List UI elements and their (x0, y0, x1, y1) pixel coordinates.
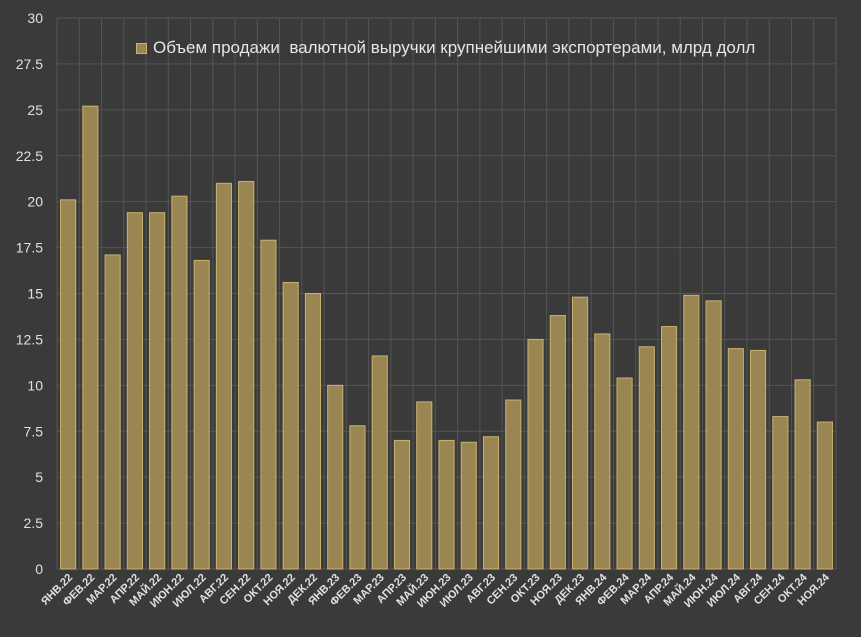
bar (705, 300, 722, 570)
bar (460, 441, 477, 570)
x-axis-ticks: ЯНВ.22ФЕВ.22МАР.22АПР.22МАЙ.22ИЮН.22ИЮЛ.… (39, 570, 832, 610)
y-tick-label: 17.5 (16, 240, 43, 256)
bar (683, 294, 700, 570)
y-tick-label: 7.5 (24, 423, 44, 439)
bar (527, 338, 544, 570)
y-tick-label: 12.5 (16, 331, 43, 347)
legend: Объем продажи валютной выручки крупнейши… (136, 38, 755, 58)
bar (750, 349, 767, 570)
y-tick-label: 2.5 (24, 515, 44, 531)
y-tick-label: 25 (27, 102, 43, 118)
bar (438, 439, 455, 570)
bar (816, 421, 833, 570)
bar (393, 439, 411, 570)
bar (327, 384, 344, 570)
y-tick-label: 22.5 (16, 148, 43, 164)
bar (349, 425, 366, 570)
bar (416, 401, 433, 570)
bar (282, 281, 299, 570)
bars (60, 105, 833, 570)
bar (193, 259, 210, 570)
y-tick-label: 5 (35, 469, 43, 485)
bar (571, 296, 589, 570)
bar (238, 180, 255, 570)
bar (260, 239, 277, 570)
bar (82, 105, 99, 570)
bar (661, 326, 678, 570)
y-tick-label: 10 (27, 377, 43, 393)
bar (638, 346, 655, 570)
legend-label: Объем продажи валютной выручки крупнейши… (153, 38, 756, 57)
bar (171, 195, 188, 570)
bar (482, 436, 500, 570)
bar (371, 355, 388, 570)
bar (304, 293, 322, 570)
bar (549, 315, 566, 570)
bar (215, 182, 232, 570)
y-tick-label: 27.5 (16, 56, 43, 72)
y-tick-label: 15 (27, 286, 43, 302)
bar (60, 199, 77, 570)
y-tick-label: 30 (27, 10, 43, 26)
bar (616, 377, 633, 570)
bar (772, 416, 789, 570)
y-tick-label: 0 (35, 561, 43, 577)
y-axis-ticks: 0 2.5 5 7.5 10 12.5 15 17.5 20 22.5 25 27.5 30 (16, 10, 43, 577)
y-tick-label: 20 (27, 194, 43, 210)
legend-swatch (136, 42, 147, 54)
bar (505, 399, 522, 570)
bar (794, 379, 811, 570)
bar (149, 212, 166, 570)
bar (126, 212, 143, 570)
bar (594, 333, 611, 570)
bar (727, 348, 744, 570)
bar (104, 254, 121, 570)
